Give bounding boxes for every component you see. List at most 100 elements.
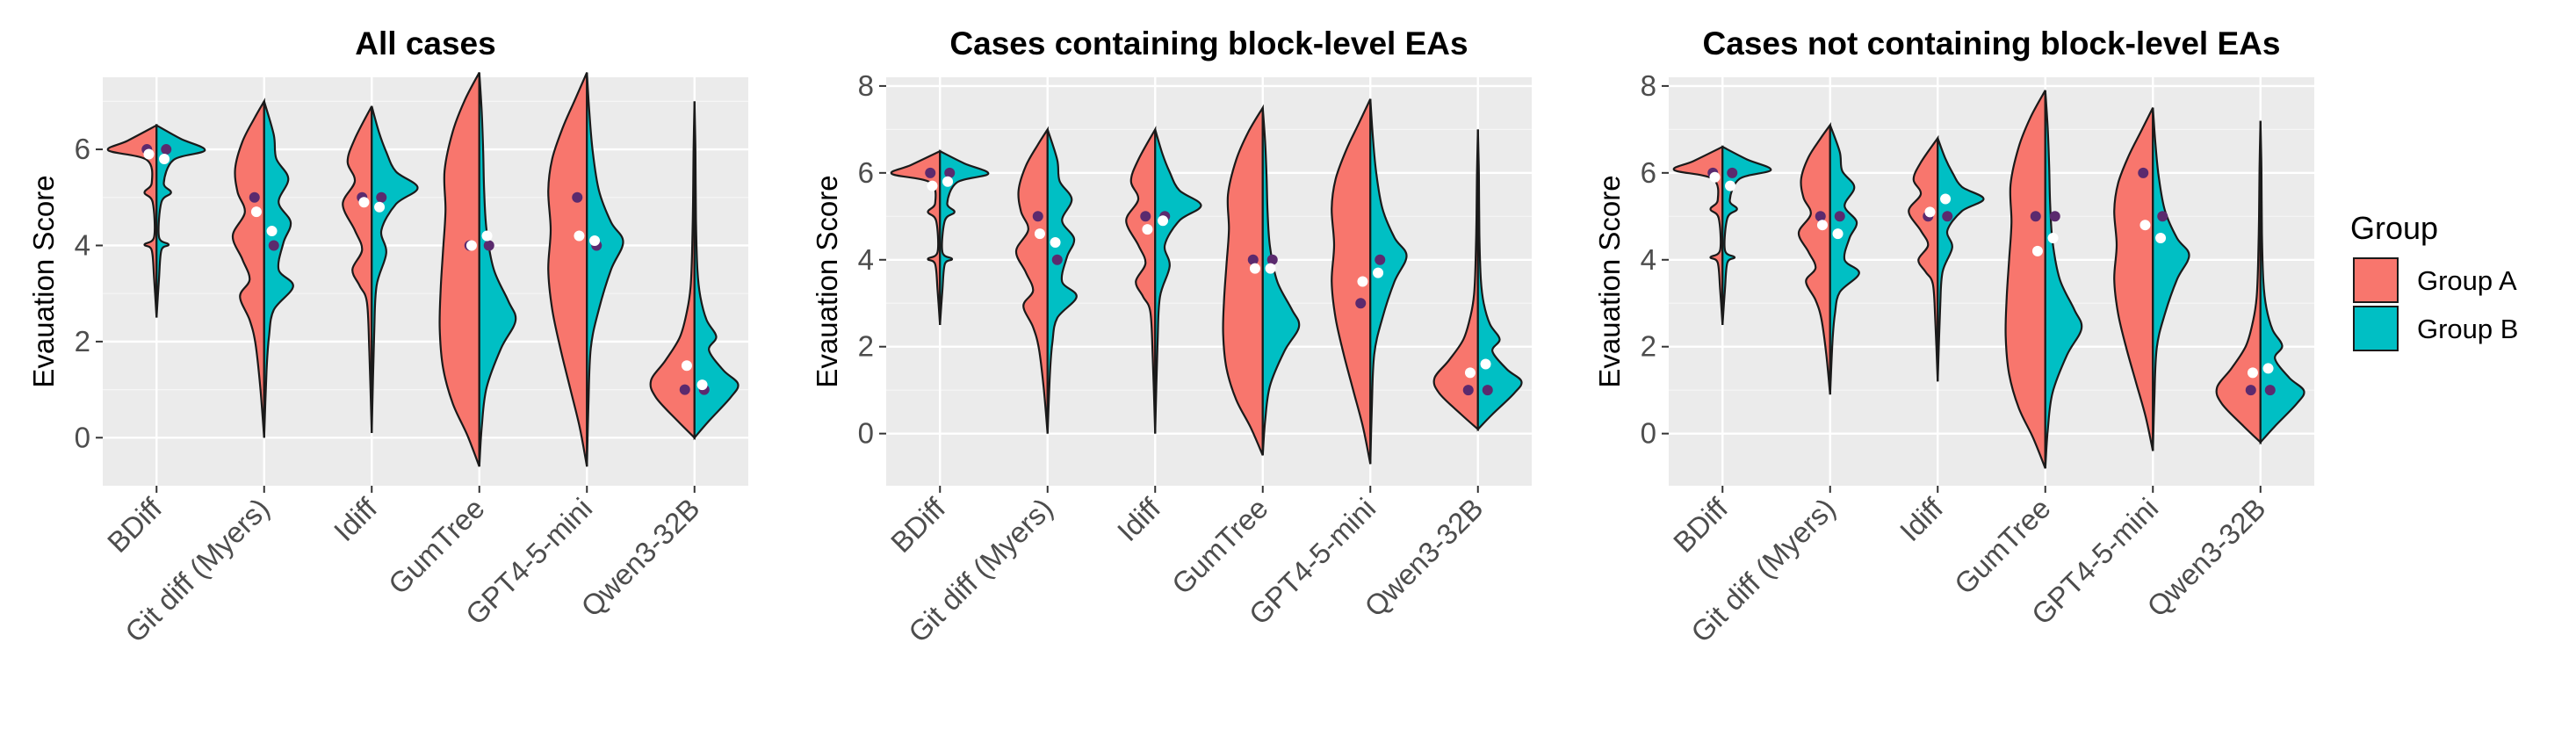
mean-point [1249, 263, 1260, 274]
y-tick-label: 6 [1641, 156, 1656, 189]
median-point [1815, 211, 1826, 222]
y-tick-label: 6 [75, 133, 90, 165]
mean-point [2031, 245, 2043, 256]
x-tick-label: GumTree [1165, 492, 1274, 601]
legend-label-2: Group B [2417, 314, 2518, 344]
median-point [679, 384, 690, 395]
mean-point [1709, 171, 1721, 183]
x-tick-label: GumTree [1948, 492, 2057, 601]
median-point [249, 191, 260, 203]
mean-point [1832, 228, 1844, 240]
median-point [1462, 385, 1474, 396]
panel-title: Cases not containing block-level EAs [1703, 25, 2281, 61]
y-axis-title: Evauation Score [811, 175, 843, 387]
y-axis-title: Evauation Score [1593, 175, 1626, 387]
panel-background [103, 77, 748, 486]
mean-point [942, 176, 954, 187]
x-tick-label: Idiff [328, 491, 384, 547]
y-tick-label: 8 [1641, 69, 1656, 102]
x-tick-label: GumTree [382, 492, 491, 601]
mean-point [1816, 220, 1828, 231]
violin-half-b [1369, 98, 1408, 465]
violin-half-b [1261, 107, 1301, 456]
violin-half-a [1432, 129, 1479, 432]
median-point [1942, 211, 1953, 222]
mean-point [2262, 363, 2274, 374]
mean-point [1158, 215, 1169, 227]
violin-half-a [1331, 98, 1372, 465]
mean-point [1480, 358, 1491, 370]
violin-half-b [263, 101, 294, 438]
median-point [1355, 298, 1367, 309]
median-point [2049, 211, 2060, 222]
violin-half-a [547, 72, 588, 467]
median-point [483, 240, 494, 251]
median-point [944, 167, 956, 178]
mean-point [1373, 267, 1384, 278]
violin-half-b [1721, 145, 1772, 326]
y-tick-label: 0 [858, 417, 874, 450]
mean-point [2139, 220, 2151, 231]
mean-point [1357, 276, 1368, 287]
mean-point [159, 154, 170, 164]
y-tick-label: 2 [1641, 330, 1656, 363]
y-tick-label: 4 [1641, 243, 1656, 276]
violin-half-b [939, 149, 990, 326]
y-tick-label: 4 [75, 228, 90, 261]
x-tick-label: BDiff [101, 491, 169, 559]
mean-point [2247, 367, 2258, 379]
legend: Group Group A Group B [2350, 210, 2518, 351]
violin-half-a [1014, 126, 1049, 434]
mean-point [143, 148, 155, 160]
violin-half-b [2044, 90, 2083, 469]
median-point [2138, 167, 2149, 178]
y-tick-label: 6 [858, 156, 874, 189]
median-point [1247, 254, 1259, 265]
y-tick-label: 8 [858, 69, 874, 102]
violin-half-b [155, 123, 206, 318]
panel-title: Cases containing block-level EAs [949, 25, 1468, 61]
legend-title: Group [2350, 210, 2438, 246]
x-tick-label: Idiff [1894, 491, 1950, 547]
mean-point [696, 379, 708, 391]
y-tick-label: 2 [75, 325, 90, 357]
violin-half-b [2259, 120, 2305, 445]
mean-point [1464, 367, 1476, 379]
mean-point [681, 360, 692, 372]
violin-half-a [1797, 121, 1831, 395]
violin-half-b [1154, 129, 1202, 434]
median-point [1032, 211, 1043, 222]
violin-half-b [2152, 107, 2190, 451]
violin-half-a [438, 72, 480, 467]
x-tick-label: BDiff [884, 491, 952, 559]
violin-half-a [1125, 126, 1157, 434]
y-tick-label: 0 [75, 421, 90, 453]
violin-half-b [371, 105, 419, 433]
median-point [1727, 167, 1738, 178]
y-axis-title: Evauation Score [27, 175, 60, 387]
violin-half-a [231, 97, 265, 438]
y-tick-label: 4 [858, 243, 874, 276]
median-point [572, 191, 583, 203]
median-point [2030, 211, 2041, 222]
violin-half-a [649, 101, 696, 440]
legend-label-1: Group A [2417, 265, 2517, 296]
median-point [1266, 254, 1278, 265]
panel-title: All cases [355, 25, 495, 61]
y-tick-label: 0 [1641, 417, 1656, 450]
mean-point [927, 180, 938, 191]
median-point [2264, 385, 2276, 396]
violin-half-a [2215, 120, 2262, 445]
median-point [1482, 385, 1493, 396]
median-point [268, 240, 279, 251]
mean-point [266, 226, 278, 237]
mean-point [1940, 193, 1952, 205]
median-point [1140, 211, 1151, 222]
median-point [1051, 254, 1063, 265]
mean-point [1050, 236, 1061, 248]
mean-point [589, 235, 601, 246]
mean-point [374, 201, 386, 213]
